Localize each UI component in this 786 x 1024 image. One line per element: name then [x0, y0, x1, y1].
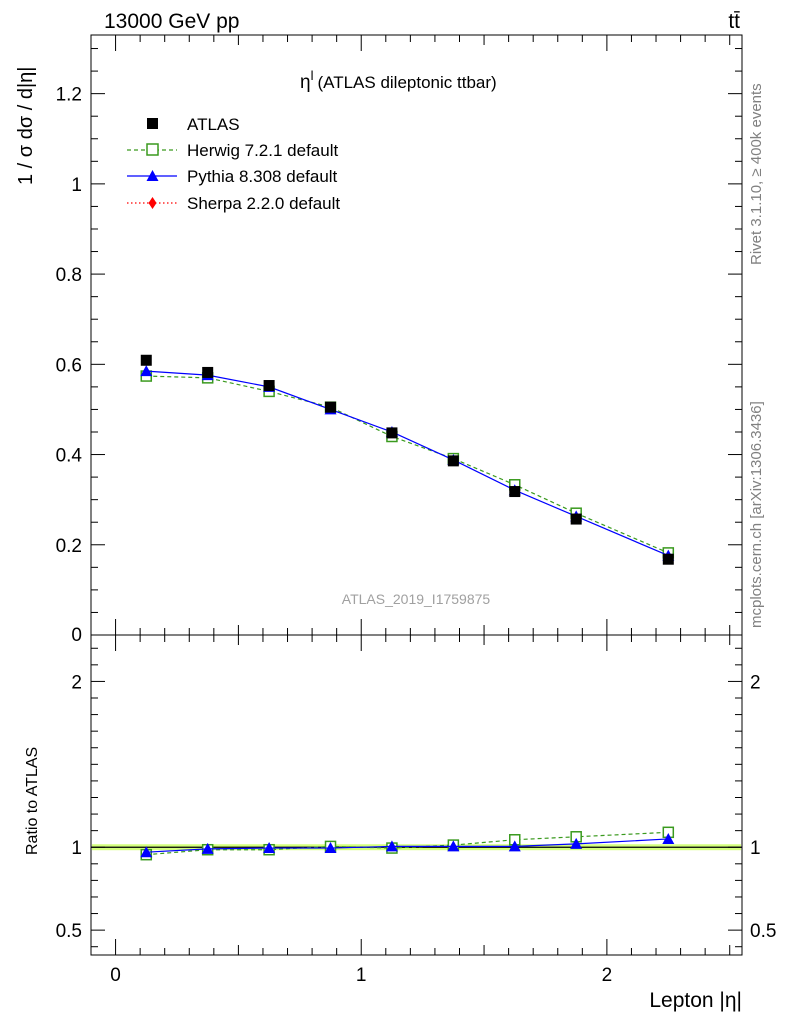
ratio-y-axis-label: Ratio to ATLAS — [24, 747, 41, 855]
rivet-info: Rivet 3.1.10, ≥ 400k events — [748, 83, 765, 265]
main-point-atlas — [325, 401, 337, 413]
main-line-pythia — [146, 370, 669, 557]
main-panel: 0.2 0.4 0.6 0.8 1 1.2 0 1 / σ dσ / d|η| ηl (AT… — [15, 34, 743, 646]
main-point-pythia — [140, 365, 153, 377]
analysis-watermark: ATLAS_2019_I1759875 — [342, 591, 491, 607]
y-tick-label: 0.6 — [56, 355, 82, 376]
main-point-atlas — [447, 455, 459, 467]
ratio-y-tick-label: 0.5 — [56, 921, 82, 942]
y-tick-label: 1.2 — [56, 85, 82, 106]
y-tick-label: 1 — [71, 175, 82, 196]
y-tick-label-zero: 0 — [71, 625, 82, 646]
ratio-y-tick-label: 1 — [71, 838, 82, 859]
main-point-atlas — [509, 486, 521, 498]
legend-label-sherpa: Sherpa 2.2.0 default — [187, 194, 340, 213]
main-point-atlas — [386, 427, 398, 439]
main-line-herwig — [146, 375, 669, 554]
legend-label-atlas: ATLAS — [187, 115, 240, 134]
legend-label-pythia: Pythia 8.308 default — [187, 167, 338, 186]
plot-title-rest: (ATLAS dileptonic ttbar) — [317, 73, 496, 92]
main-series-layer — [140, 354, 675, 565]
ratio-point-pythia — [263, 842, 276, 854]
ratio-point-pythia — [447, 840, 460, 852]
process-label: tt̄ — [728, 10, 740, 33]
main-point-atlas — [202, 366, 214, 378]
legend-marker-pythia — [146, 170, 159, 181]
ratio-series-layer — [140, 826, 675, 861]
ratio-frame — [90, 634, 743, 956]
y-tick-label: 0.4 — [56, 446, 83, 467]
main-point-atlas — [263, 380, 275, 392]
y-tick-label: 0.2 — [56, 536, 82, 557]
main-y-axis-label: 1 / σ dσ / d|η| — [15, 67, 37, 185]
ratio-point-pythia — [508, 840, 521, 852]
legend: ATLAS Herwig 7.2.1 default Pythia 8.308 … — [127, 115, 340, 213]
legend-marker-sherpa — [148, 197, 157, 209]
ratio-point-pythia — [570, 837, 583, 849]
x-tick-label: 2 — [602, 965, 613, 986]
legend-entry-sherpa: Sherpa 2.2.0 default — [127, 194, 340, 213]
legend-label-herwig: Herwig 7.2.1 default — [187, 141, 338, 160]
ratio-band-layer — [91, 844, 742, 851]
ratio-y-tick-label-right: 1 — [750, 838, 761, 859]
ratio-point-pythia — [324, 842, 337, 854]
main-point-atlas — [662, 553, 674, 565]
ratio-y-tick-label: 2 — [71, 672, 82, 693]
legend-entry-herwig: Herwig 7.2.1 default — [127, 141, 338, 160]
ratio-point-pythia — [140, 846, 153, 858]
ratio-axis-ticks — [90, 635, 742, 955]
legend-entry-atlas: ATLAS — [147, 115, 240, 134]
ratio-panel: 0.5 0.5 1 1 2 2 0 1 2 Ratio to ATLAS Lepton |η| — [24, 634, 777, 1012]
main-axis-ticks — [90, 35, 742, 635]
plot-title: ηl (ATLAS dileptonic ttbar) — [300, 68, 497, 93]
legend-marker-herwig — [146, 143, 159, 156]
mcplots-info: mcplots.cern.ch [arXiv:1306.3436] — [748, 401, 765, 628]
x-tick-label: 0 — [110, 965, 121, 986]
plot-title-eta: η — [300, 72, 311, 93]
x-axis-label: Lepton |η| — [649, 989, 742, 1012]
plot-title-superscript: l — [311, 68, 314, 83]
legend-entry-pythia: Pythia 8.308 default — [127, 167, 338, 186]
main-y-tick-labels: 0.2 0.4 0.6 0.8 1 1.2 — [56, 85, 83, 557]
legend-marker-atlas — [147, 118, 158, 129]
ratio-point-pythia — [662, 832, 675, 844]
x-tick-labels: 0 1 2 — [110, 965, 612, 986]
main-point-atlas — [140, 354, 152, 366]
x-tick-label: 1 — [356, 965, 367, 986]
ratio-point-pythia — [385, 840, 398, 852]
ratio-y-tick-label-right: 2 — [750, 672, 761, 693]
ratio-y-tick-label-right: 0.5 — [750, 921, 776, 942]
collision-label: 13000 GeV pp — [104, 10, 239, 33]
y-tick-label: 0.8 — [56, 265, 82, 286]
main-point-atlas — [570, 513, 582, 525]
ratio-y-tick-labels: 0.5 0.5 1 1 2 2 — [56, 672, 777, 942]
ratio-point-pythia — [201, 842, 214, 854]
